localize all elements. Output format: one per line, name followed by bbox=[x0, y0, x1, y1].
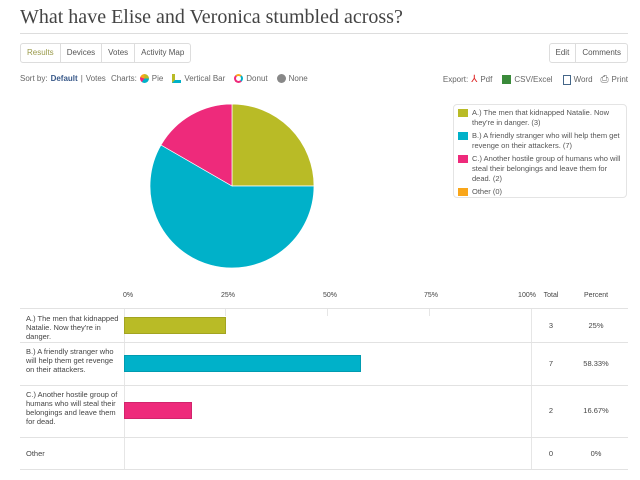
tab-devices[interactable]: Devices bbox=[61, 44, 103, 62]
legend-label: A.) The men that kidnapped Natalie. Now … bbox=[472, 108, 610, 127]
pdf-icon: ⅄ bbox=[471, 74, 478, 85]
chart-legend: A.) The men that kidnapped Natalie. Now … bbox=[453, 104, 627, 198]
sort-separator: | bbox=[80, 74, 83, 83]
row-divider bbox=[20, 469, 628, 470]
legend-label: B.) A friendly stranger who will help th… bbox=[472, 131, 620, 150]
row-label-a: A.) The men that kidnapped Natalie. Now … bbox=[26, 314, 119, 341]
chart-pie-option[interactable]: Pie bbox=[151, 74, 164, 83]
excel-icon bbox=[502, 75, 512, 84]
row-label-c: C.) Another hostile group of humans who … bbox=[26, 390, 118, 426]
percent-header: Percent bbox=[583, 292, 609, 299]
total-other: 0 bbox=[548, 449, 554, 458]
legend-swatch bbox=[458, 132, 468, 140]
gridline bbox=[327, 308, 328, 316]
row-divider bbox=[20, 342, 628, 343]
row-divider bbox=[20, 437, 628, 438]
pie-slice[interactable] bbox=[231, 104, 314, 187]
sort-label: Sort by: bbox=[20, 74, 48, 83]
total-b: 7 bbox=[548, 359, 554, 368]
none-icon bbox=[276, 74, 286, 83]
charts-label: Charts: bbox=[111, 74, 137, 83]
axis-line bbox=[124, 308, 125, 469]
x-tick: 50% bbox=[322, 292, 338, 299]
result-bar bbox=[124, 402, 192, 419]
row-label-b: B.) A friendly stranger who will help th… bbox=[26, 347, 114, 374]
legend-item-b: B.) A friendly stranger who will help th… bbox=[458, 131, 622, 151]
export-controls: Export: ⅄ Pdf CSV/Excel Word ⎙ Print bbox=[443, 74, 628, 85]
gridline bbox=[429, 308, 430, 316]
chart-vertical-bar-option[interactable]: Vertical Bar bbox=[184, 74, 226, 83]
column-divider bbox=[531, 308, 532, 469]
chart-donut-option[interactable]: Donut bbox=[246, 74, 268, 83]
sort-default-link[interactable]: Default bbox=[50, 74, 78, 83]
gridline bbox=[225, 308, 226, 316]
x-tick: 75% bbox=[423, 292, 439, 299]
export-pdf-link[interactable]: Pdf bbox=[480, 75, 493, 84]
percent-b: 58.33% bbox=[583, 359, 609, 368]
legend-item-other: Other (0) bbox=[458, 187, 622, 197]
sort-controls: Sort by: Default | Votes bbox=[20, 74, 106, 83]
edit-button[interactable]: Edit bbox=[550, 44, 577, 62]
bar-icon bbox=[172, 74, 182, 83]
title-divider bbox=[20, 33, 628, 34]
legend-label: C.) Another hostile group of humans who … bbox=[472, 154, 621, 183]
percent-c: 16.67% bbox=[583, 406, 609, 415]
comments-button[interactable]: Comments bbox=[582, 48, 621, 57]
result-bar bbox=[124, 355, 362, 372]
print-icon: ⎙ bbox=[600, 74, 609, 85]
legend-label: Other (0) bbox=[472, 187, 503, 196]
pie-slice[interactable] bbox=[160, 104, 233, 187]
legend-swatch bbox=[458, 188, 468, 196]
tab-results[interactable]: Results bbox=[21, 44, 61, 62]
x-tick: 25% bbox=[220, 292, 236, 299]
export-csv-link[interactable]: CSV/Excel bbox=[514, 75, 553, 84]
row-divider bbox=[20, 385, 628, 386]
export-word-link[interactable]: Word bbox=[573, 75, 593, 84]
word-icon bbox=[562, 74, 571, 85]
x-tick: 100% bbox=[518, 292, 536, 299]
total-header: Total bbox=[543, 292, 559, 299]
tab-votes[interactable]: Votes bbox=[102, 44, 136, 62]
legend-swatch bbox=[458, 109, 468, 117]
legend-item-a: A.) The men that kidnapped Natalie. Now … bbox=[458, 108, 622, 128]
chart-none-option[interactable]: None bbox=[288, 74, 308, 83]
export-print-link[interactable]: Print bbox=[611, 75, 628, 84]
donut-icon bbox=[234, 74, 244, 83]
total-c: 2 bbox=[548, 406, 554, 415]
row-divider bbox=[20, 308, 628, 309]
result-bar bbox=[124, 317, 226, 334]
percent-a: 25% bbox=[588, 321, 604, 330]
page-title: What have Elise and Veronica stumbled ac… bbox=[20, 6, 403, 28]
results-tabs: Results Devices Votes Activity Map bbox=[20, 43, 192, 63]
tab-activity-map[interactable]: Activity Map bbox=[141, 48, 185, 57]
total-a: 3 bbox=[548, 321, 554, 330]
row-label-other: Other bbox=[26, 449, 45, 458]
chart-type-controls: Charts: Pie Vertical Bar Donut None bbox=[111, 74, 308, 83]
legend-swatch bbox=[458, 155, 468, 163]
pie-chart bbox=[150, 104, 314, 268]
pie-icon bbox=[139, 74, 149, 83]
x-tick: 0% bbox=[122, 292, 134, 299]
legend-item-c: C.) Another hostile group of humans who … bbox=[458, 154, 622, 184]
export-label: Export: bbox=[442, 75, 469, 84]
action-buttons: Edit Comments bbox=[548, 43, 628, 63]
percent-other: 0% bbox=[590, 449, 602, 458]
pie-slice[interactable] bbox=[150, 144, 314, 268]
sort-votes-link[interactable]: Votes bbox=[85, 74, 106, 83]
